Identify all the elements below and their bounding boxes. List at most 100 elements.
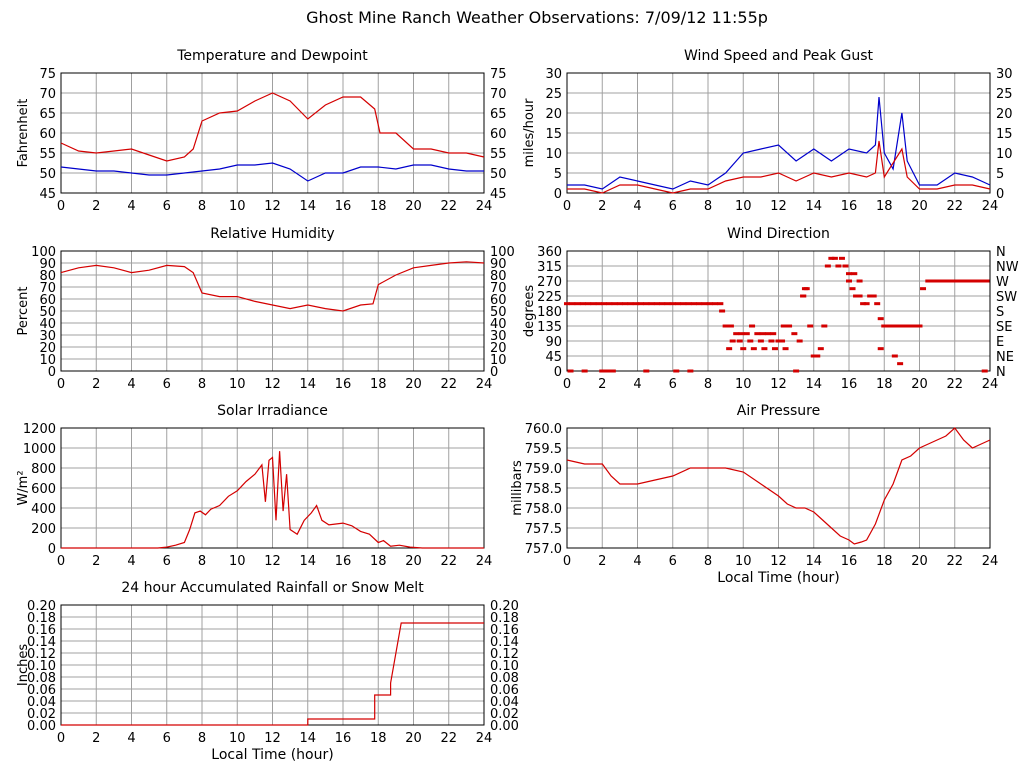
compass-tick-label: SE xyxy=(996,320,1012,335)
y-tick-label: 0.00 xyxy=(27,719,56,734)
data-point xyxy=(727,324,734,328)
data-point xyxy=(978,279,985,283)
y-tick-label-right: 5 xyxy=(996,167,1004,182)
data-point xyxy=(564,302,570,306)
x-tick-label: 6 xyxy=(669,554,677,569)
y-tick-label: 10 xyxy=(545,147,562,162)
y-tick-label: 90 xyxy=(545,335,562,350)
x-tick-label: 14 xyxy=(805,554,822,569)
x-tick-label: 22 xyxy=(440,731,457,746)
data-point xyxy=(946,279,953,283)
data-point xyxy=(916,324,923,328)
y-tick-label: 0.08 xyxy=(27,671,56,686)
data-point xyxy=(706,302,713,306)
x-tick-label: 14 xyxy=(805,377,822,392)
y-tick-label: 757.0 xyxy=(525,542,562,557)
x-tick-label: 14 xyxy=(299,731,316,746)
x-tick-label: 0 xyxy=(57,554,65,569)
data-point xyxy=(768,339,775,343)
data-point xyxy=(759,332,766,336)
data-point xyxy=(898,324,905,328)
data-point xyxy=(983,279,990,283)
data-point xyxy=(856,294,863,298)
data-point xyxy=(627,302,634,306)
y-tick-label: 50 xyxy=(39,305,56,320)
data-point xyxy=(743,332,750,336)
data-point xyxy=(895,324,902,328)
y-tick-label: 25 xyxy=(545,87,562,102)
data-point xyxy=(622,302,629,306)
x-tick-label: 22 xyxy=(440,199,457,214)
x-tick-label: 12 xyxy=(770,377,787,392)
x-tick-label: 0 xyxy=(563,377,571,392)
y-tick-label: 70 xyxy=(39,281,56,296)
data-point xyxy=(793,369,800,373)
y-tick-label: 30 xyxy=(545,67,562,82)
y-tick-label: 100 xyxy=(31,245,56,260)
x-tick-label: 2 xyxy=(598,377,606,392)
y-tick-label: 0 xyxy=(48,365,56,380)
x-tick-label: 18 xyxy=(876,199,893,214)
y-axis-label: Percent xyxy=(16,287,31,336)
y-tick-label-right: 20 xyxy=(996,107,1013,122)
data-point xyxy=(801,287,808,291)
x-tick-label: 2 xyxy=(92,199,100,214)
y-tick-label: 225 xyxy=(537,290,562,305)
x-tick-label: 22 xyxy=(946,377,963,392)
data-point xyxy=(595,302,602,306)
series-line xyxy=(60,92,485,162)
data-point xyxy=(673,369,680,373)
page-title: Ghost Mine Ranch Weather Observations: 7… xyxy=(306,8,768,27)
y-tick-label-right: 55 xyxy=(490,147,507,162)
x-tick-label: 24 xyxy=(982,377,999,392)
data-point xyxy=(574,302,581,306)
data-point xyxy=(659,302,666,306)
data-point xyxy=(754,332,761,336)
y-tick-label-right: 0.20 xyxy=(490,599,519,614)
x-tick-label: 24 xyxy=(476,377,493,392)
x-tick-label: 22 xyxy=(946,554,963,569)
compass-tick-label: E xyxy=(996,335,1004,350)
x-tick-label: 0 xyxy=(57,731,65,746)
data-point xyxy=(967,279,974,283)
y-axis-label: Inches xyxy=(16,644,31,686)
data-point xyxy=(664,302,671,306)
y-tick-label: 0.18 xyxy=(27,611,56,626)
data-point xyxy=(722,324,729,328)
x-tick-label: 0 xyxy=(57,199,65,214)
data-point xyxy=(770,332,777,336)
data-point xyxy=(930,279,937,283)
data-point xyxy=(632,302,639,306)
chart-title: 24 hour Accumulated Rainfall or Snow Mel… xyxy=(121,580,424,596)
compass-tick-label: N xyxy=(996,245,1006,260)
y-tick-label: 800 xyxy=(31,462,56,477)
data-point xyxy=(853,294,860,298)
y-tick-label: 70 xyxy=(39,87,56,102)
data-point xyxy=(680,302,687,306)
x-tick-label: 18 xyxy=(370,731,387,746)
y-tick-label: 10 xyxy=(39,353,56,368)
data-point xyxy=(824,264,831,268)
data-point xyxy=(800,294,807,298)
y-tick-label: 758.5 xyxy=(525,482,562,497)
plot-frame xyxy=(566,427,991,549)
data-point xyxy=(786,324,793,328)
x-tick-label: 6 xyxy=(163,199,171,214)
series-line xyxy=(60,162,484,182)
data-point xyxy=(585,302,592,306)
y-tick-label-right: 75 xyxy=(490,67,507,82)
x-tick-label: 14 xyxy=(299,199,316,214)
x-tick-label: 16 xyxy=(841,199,858,214)
data-point xyxy=(611,302,618,306)
data-point xyxy=(877,317,884,321)
x-tick-label: 20 xyxy=(911,377,928,392)
x-tick-label: 6 xyxy=(163,731,171,746)
y-tick-label: 760.0 xyxy=(525,422,562,437)
x-tick-label: 24 xyxy=(476,199,493,214)
data-point xyxy=(831,256,838,260)
data-point xyxy=(935,279,942,283)
data-point xyxy=(606,302,613,306)
